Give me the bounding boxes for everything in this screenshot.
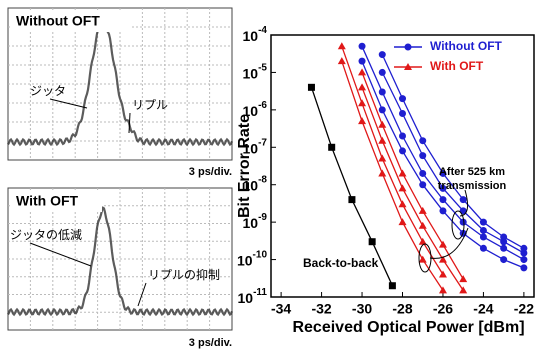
marker	[419, 181, 426, 188]
marker	[359, 58, 366, 65]
marker	[419, 170, 426, 177]
tick-exponent: -10	[253, 249, 268, 260]
x-tick-label: -34	[271, 301, 291, 317]
x-tick-label: -32	[311, 301, 331, 317]
y-tick-label: 10-10	[237, 249, 267, 268]
marker	[419, 152, 426, 159]
marker	[460, 196, 467, 203]
marker	[480, 227, 487, 234]
x-tick-label: -26	[433, 301, 453, 317]
tick-exponent: -11	[253, 287, 267, 298]
tick-exponent: -7	[258, 137, 267, 148]
marker	[520, 256, 527, 263]
annotation: After 525 km	[439, 166, 505, 178]
tick-exponent: -5	[258, 62, 267, 73]
marker	[348, 196, 355, 203]
panel-label: ジッタ	[30, 84, 66, 98]
tick-exponent: -4	[258, 25, 267, 36]
marker	[389, 282, 396, 289]
series-label: Back-to-back	[303, 256, 379, 270]
panel-label: リプル	[132, 98, 168, 112]
tick-base: 10	[238, 290, 254, 306]
legend-label: Without OFT	[430, 39, 503, 53]
marker	[308, 84, 315, 91]
marker	[500, 256, 507, 263]
tick-base: 10	[237, 252, 253, 268]
marker	[480, 219, 487, 226]
panel-title: Without OFT	[16, 13, 100, 29]
marker	[439, 196, 446, 203]
marker	[419, 137, 426, 144]
marker	[500, 234, 507, 241]
marker	[399, 133, 406, 140]
marker	[379, 51, 386, 58]
marker	[359, 43, 366, 50]
marker	[439, 207, 446, 214]
tick-base: 10	[243, 65, 259, 81]
x-tick-label: -28	[392, 301, 412, 317]
marker	[405, 44, 412, 51]
legend-label: With OFT	[430, 59, 484, 73]
tick-exponent: -6	[258, 99, 267, 110]
tick-exponent: -9	[258, 212, 267, 223]
marker	[379, 88, 386, 95]
marker	[328, 144, 335, 151]
panel-title: With OFT	[16, 193, 79, 209]
marker	[520, 264, 527, 271]
panel-scale: 3 ps/div.	[189, 337, 232, 349]
panel-scale: 3 ps/div.	[189, 166, 232, 178]
tick-base: 10	[243, 28, 259, 44]
x-axis-label: Received Optical Power [dBm]	[292, 319, 524, 336]
panel-label: ジッタの低減	[10, 227, 82, 242]
annotation: transmission	[438, 180, 507, 192]
figure: Without OFT ジッタリプル 3 ps/div. With OFT ジッタの低…	[0, 0, 553, 351]
x-tick-label: -24	[473, 301, 493, 317]
y-tick-label: 10-5	[243, 62, 268, 81]
x-tick-label: -30	[352, 301, 372, 317]
x-tick-label: -22	[514, 301, 534, 317]
marker	[399, 147, 406, 154]
y-tick-label: 10-4	[243, 25, 268, 44]
marker	[399, 95, 406, 102]
marker	[520, 245, 527, 252]
marker	[399, 110, 406, 117]
marker	[379, 69, 386, 76]
marker	[480, 234, 487, 241]
eye-panel: Without OFT ジッタリプル 3 ps/div.	[8, 8, 232, 178]
y-axis-label: Bit Error Rate	[236, 114, 253, 218]
panel-label: リプルの抑制	[148, 267, 220, 282]
marker	[379, 106, 386, 113]
marker	[480, 245, 487, 252]
marker	[500, 245, 507, 252]
marker	[369, 238, 376, 245]
y-tick-label: 10-11	[238, 287, 268, 306]
tick-exponent: -8	[258, 174, 267, 185]
